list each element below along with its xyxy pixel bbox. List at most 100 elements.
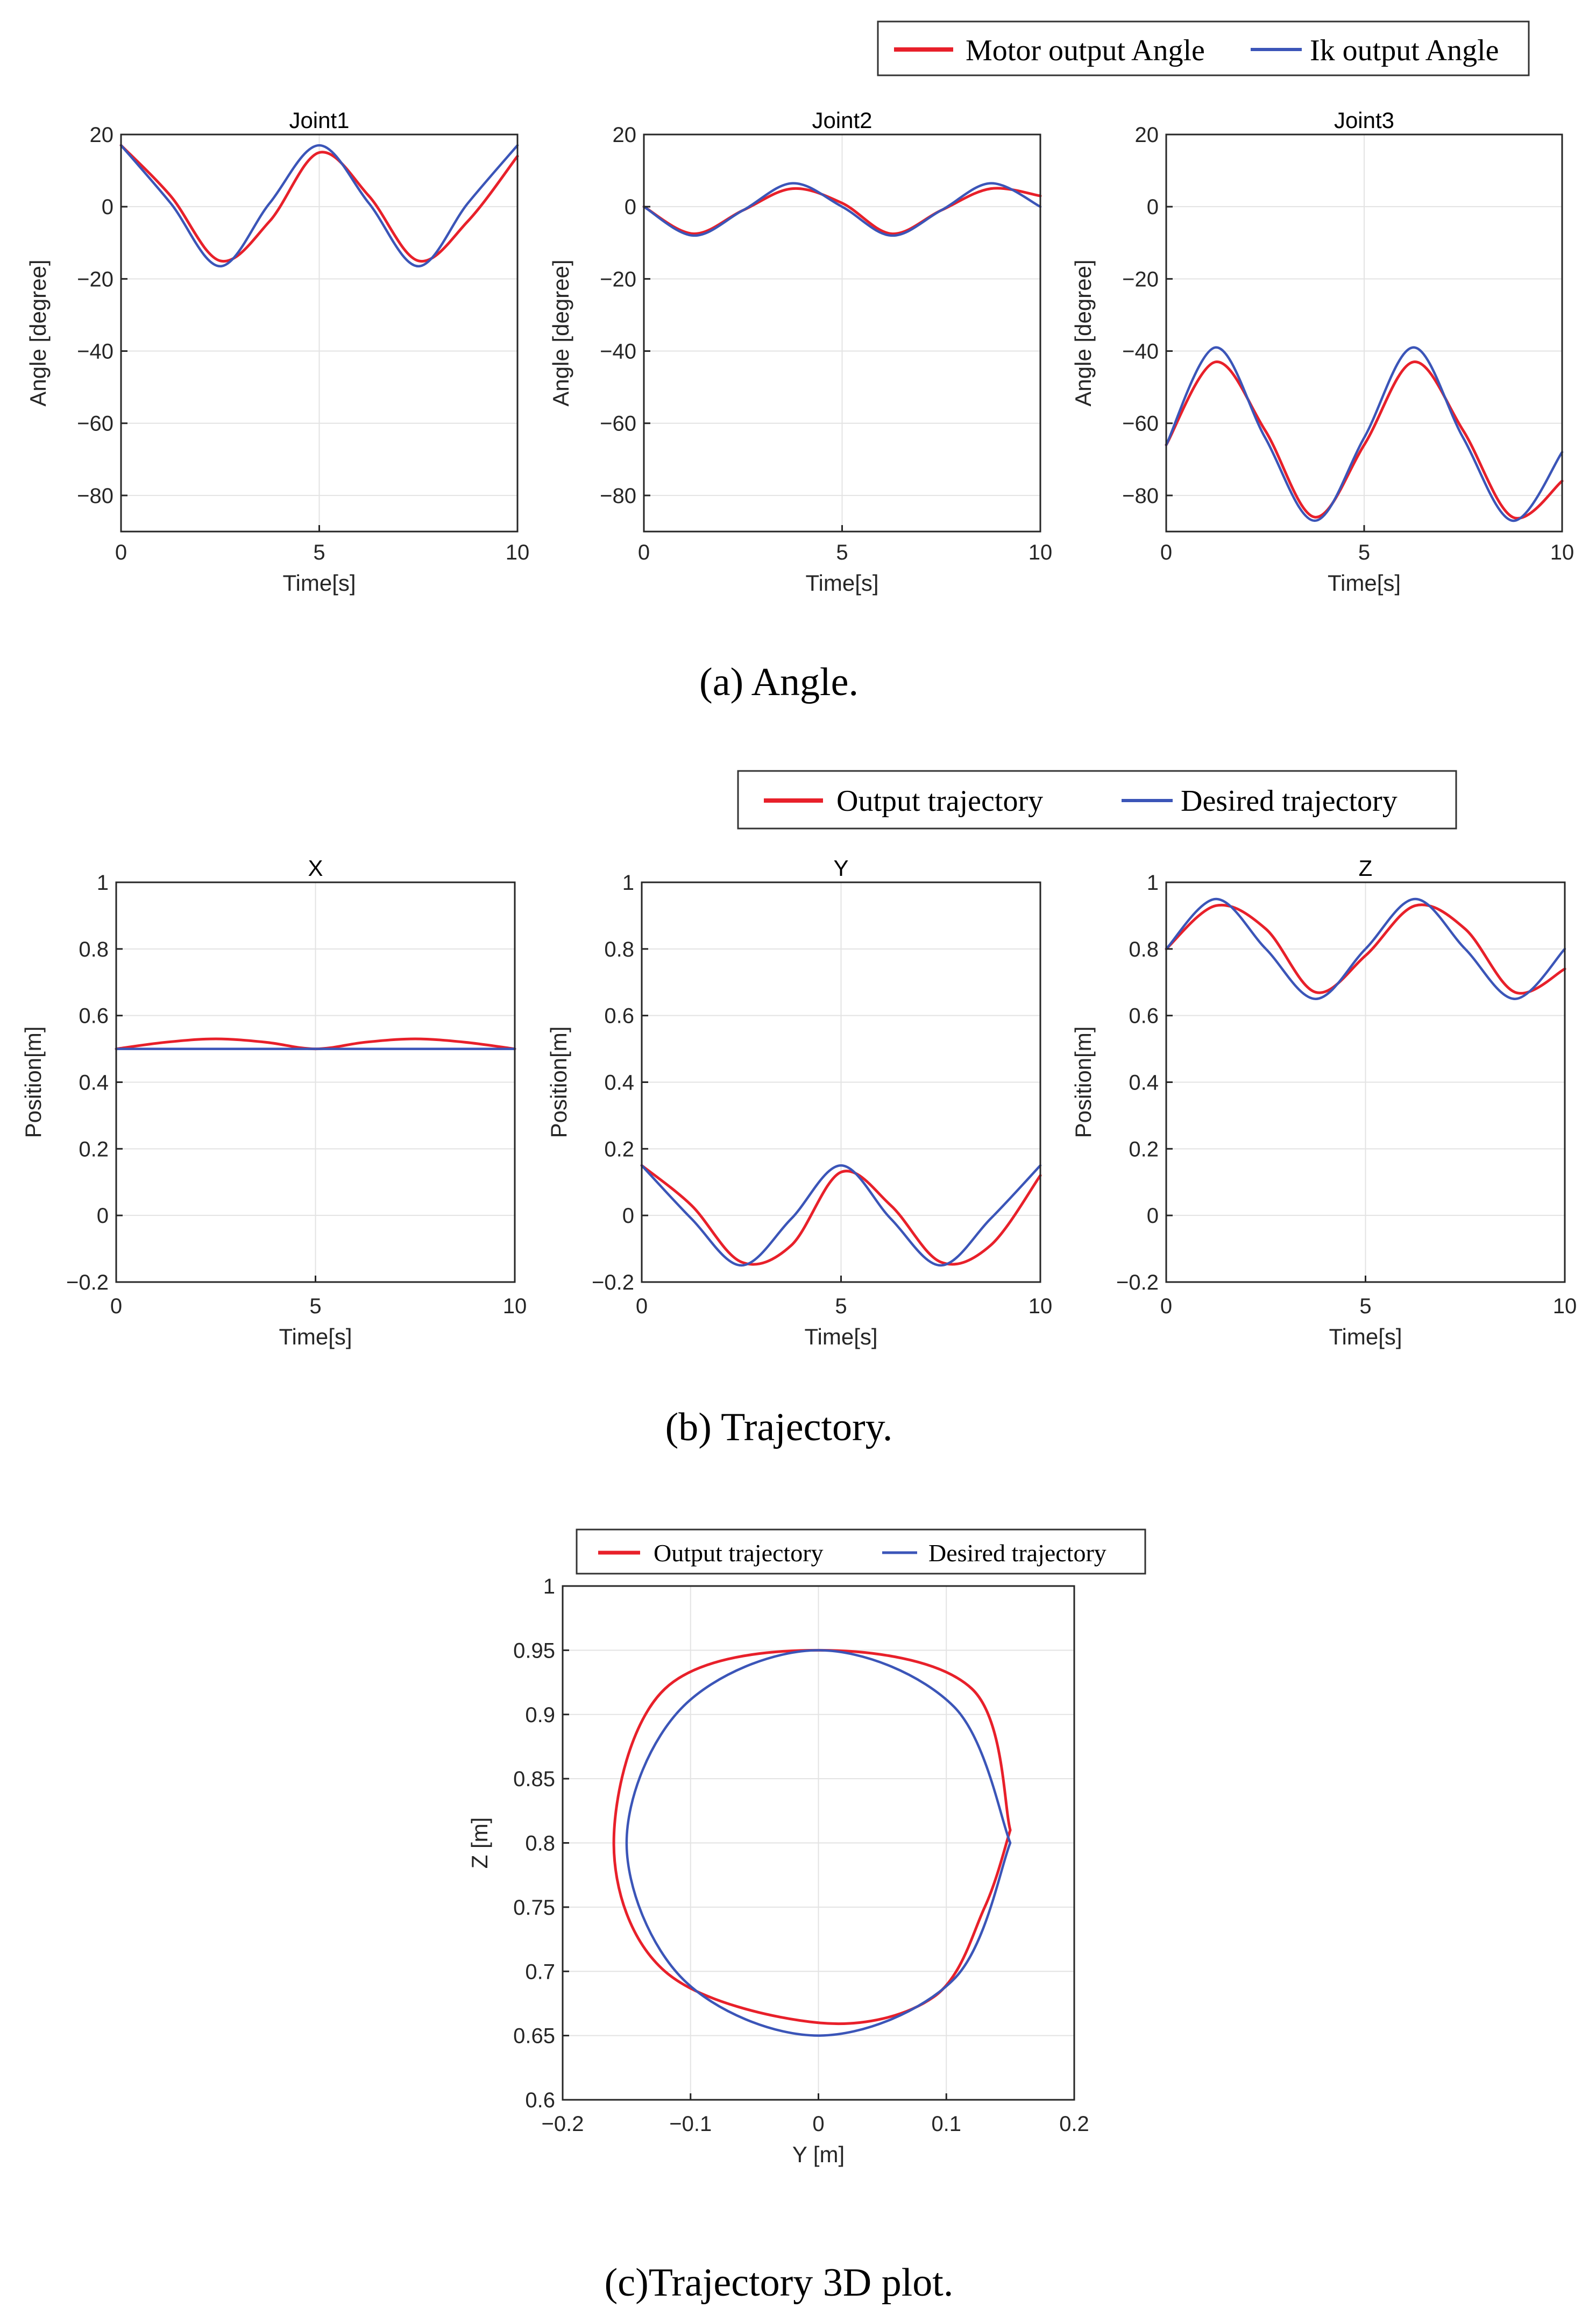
y-tick-label: 0.85 <box>513 1767 555 1791</box>
y-axis-label: Angle [degree] <box>548 259 573 406</box>
y-tick-label: 20 <box>90 123 114 147</box>
y-tick-label: −40 <box>77 340 114 364</box>
y-axis-label: Position[m] <box>546 1027 571 1138</box>
y-tick-label: 0 <box>622 1204 634 1228</box>
y-tick-label: 0 <box>1147 1204 1159 1228</box>
series-line-output <box>119 144 519 263</box>
y-tick-label: 0.65 <box>513 2024 555 2048</box>
y-tick-label: −60 <box>1122 412 1159 436</box>
y-tick-label: 0.8 <box>1129 938 1159 961</box>
y-tick-label: −20 <box>77 267 114 291</box>
x-tick-label: 0 <box>110 1294 122 1318</box>
series-line-desired <box>119 144 519 268</box>
y-tick-label: −80 <box>77 484 114 508</box>
legend-c-blue-label: Desired trajectory <box>928 1539 1106 1567</box>
plot-x: 0 5 1010.80.60.40.20−0.2XTime[s]Position[m… <box>20 855 527 1349</box>
series-line-output <box>642 187 1042 236</box>
x-axis-label: Time[s] <box>1328 570 1401 596</box>
y-tick-label: −80 <box>600 484 636 508</box>
legend-b-blue-label: Desired trajectory <box>1181 784 1398 818</box>
x-axis-label: Time[s] <box>279 1324 352 1349</box>
x-tick-label: 5 <box>309 1294 321 1318</box>
y-tick-label: −80 <box>1122 484 1159 508</box>
x-axis-label: Time[s] <box>804 1324 877 1349</box>
legend-b-box <box>737 770 1457 830</box>
series-line-output <box>1165 360 1564 520</box>
y-tick-label: 0.4 <box>1129 1071 1159 1095</box>
plot-y: 0 5 1010.80.60.40.20−0.2YTime[s]Position[m… <box>546 855 1052 1349</box>
caption-a: (a) Angle. <box>699 660 859 704</box>
y-tick-label: 0.6 <box>604 1004 634 1028</box>
y-tick-label: 0.4 <box>604 1071 634 1095</box>
plot-title: Z <box>1359 855 1373 881</box>
y-tick-label: 0.2 <box>604 1137 634 1161</box>
y-tick-label: 0.8 <box>604 938 634 961</box>
plot-title: Joint3 <box>1334 108 1394 133</box>
plot-z: 0 5 1010.80.60.40.20−0.2ZTime[s]Position[m… <box>1070 855 1577 1349</box>
y-tick-label: 1 <box>543 1575 555 1598</box>
y-axis-label: Position[m] <box>20 1027 46 1138</box>
y-tick-label: −20 <box>600 267 636 291</box>
y-axis-label: Z [m] <box>467 1817 492 1869</box>
plot-joint2: 0 5 10 20 0 −20 −40 −60 −80 Joint2 Time[s] Angle [d… <box>548 108 1052 596</box>
plot-joint1: 0 5 10 20 0 −20 −40 −60 −80 Joint1 Time[s] Angle [d… <box>25 108 529 596</box>
y-tick-label: 0.4 <box>79 1071 109 1095</box>
plot-yz-circle: −0.2 −0.1 0 0.1 0.2 1 0.95 0.9 0.85 0.8 0.75 0.7 0.6… <box>467 1575 1089 2167</box>
plot-title: Joint1 <box>289 108 349 133</box>
y-tick-label: −40 <box>600 340 636 364</box>
x-axis-label: Time[s] <box>805 570 878 596</box>
x-tick-label: 10 <box>1553 1294 1577 1318</box>
y-tick-label: 0.6 <box>525 2089 555 2112</box>
series-line-desired <box>1165 897 1566 1000</box>
legend-a-blue-label: Ik output Angle <box>1310 34 1499 67</box>
x-tick-label: 10 <box>1028 1294 1053 1318</box>
legend-b: Output trajectory Desired trajectory <box>737 770 1457 830</box>
legend-c: Output trajectory Desired trajectory <box>576 1528 1146 1575</box>
y-tick-label: 0.9 <box>525 1703 555 1727</box>
legend-a-red-label: Motor output Angle <box>966 34 1205 67</box>
x-tick-label: 0 <box>638 541 650 564</box>
x-tick-label: 0.2 <box>1059 2112 1089 2136</box>
x-tick-label: 10 <box>1028 541 1053 564</box>
x-tick-label: 0 <box>1160 541 1172 564</box>
y-tick-label: 1 <box>622 871 634 895</box>
y-tick-label: 0 <box>1147 195 1159 219</box>
x-tick-label: 5 <box>313 541 325 564</box>
y-tick-label: 0.7 <box>525 1960 555 1984</box>
y-tick-label: 0 <box>97 1204 109 1228</box>
plot-joint3: 0 5 10 20 0 −20 −40 −60 −80 Joint3 Time[s] Angle [d… <box>1070 108 1574 596</box>
x-tick-label: 5 <box>835 1294 847 1318</box>
y-axis-label: Position[m] <box>1070 1027 1096 1138</box>
x-tick-label: 0.1 <box>931 2112 961 2136</box>
y-tick-label: 20 <box>613 123 637 147</box>
x-tick-label: 0 <box>115 541 127 564</box>
y-tick-label: −40 <box>1122 340 1159 364</box>
x-tick-label: 10 <box>1550 541 1574 564</box>
y-tick-label: 20 <box>1135 123 1159 147</box>
y-tick-label: 0.2 <box>79 1137 109 1161</box>
plot-title: Y <box>833 855 848 881</box>
y-tick-label: 1 <box>97 871 109 895</box>
y-tick-label: 0.95 <box>513 1639 555 1662</box>
x-tick-label: 0 <box>636 1294 648 1318</box>
y-tick-label: 0.8 <box>79 938 109 961</box>
caption-b: (b) Trajectory. <box>665 1405 893 1449</box>
legend-c-box <box>576 1528 1146 1575</box>
x-tick-label: 5 <box>1359 1294 1371 1318</box>
legend-a-box <box>877 20 1530 76</box>
y-tick-label: −0.2 <box>592 1271 634 1294</box>
x-tick-label: 0 <box>812 2112 824 2136</box>
y-axis-label: Angle [degree] <box>25 259 51 406</box>
x-tick-label: −0.1 <box>669 2112 712 2136</box>
series-line-output <box>640 1164 1042 1266</box>
x-tick-label: 5 <box>836 541 848 564</box>
legend-a: Motor output Angle Ik output Angle <box>877 20 1530 76</box>
y-tick-label: −20 <box>1122 267 1159 291</box>
y-tick-label: 0.6 <box>1129 1004 1159 1028</box>
y-tick-label: 0 <box>102 195 114 219</box>
x-tick-label: 5 <box>1358 541 1370 564</box>
legend-c-red-label: Output trajectory <box>654 1539 824 1567</box>
x-tick-label: −0.2 <box>542 2112 584 2136</box>
y-tick-label: −60 <box>600 412 636 436</box>
